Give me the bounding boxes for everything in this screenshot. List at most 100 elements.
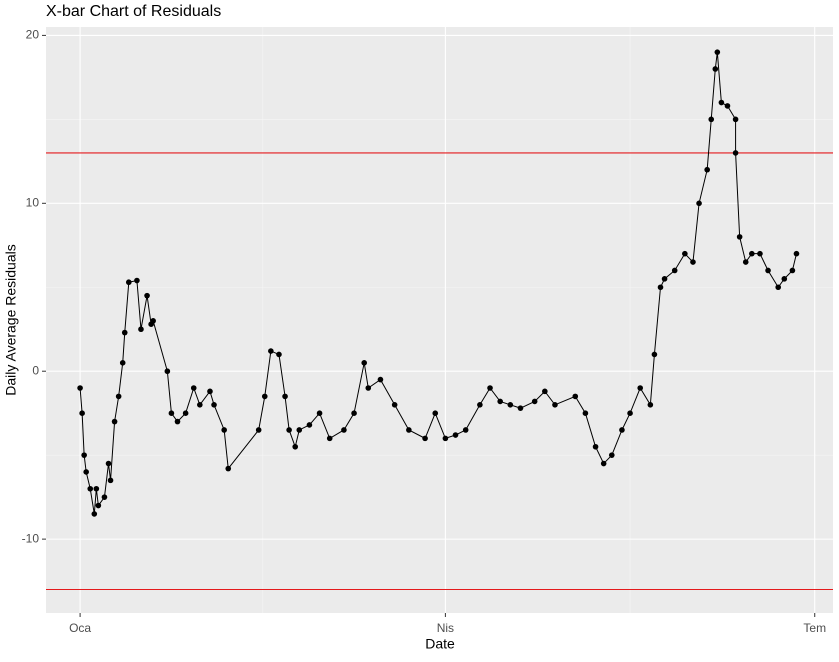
data-point	[647, 401, 654, 408]
data-point	[221, 427, 227, 433]
data-point	[134, 277, 140, 284]
data-point	[671, 267, 678, 274]
data-point	[718, 99, 725, 106]
data-point	[608, 452, 615, 458]
data-point	[789, 267, 796, 274]
data-point	[619, 427, 625, 433]
data-point	[592, 443, 599, 450]
y-axis-label: Daily Average Residuals	[3, 244, 19, 396]
data-point	[732, 150, 739, 156]
data-point	[144, 292, 150, 299]
panel	[46, 27, 833, 613]
data-point	[326, 435, 333, 442]
data-point	[572, 393, 579, 400]
data-point	[316, 410, 323, 416]
data-point	[365, 385, 372, 391]
data-point	[111, 418, 118, 425]
data-point	[91, 511, 98, 517]
data-point	[377, 376, 384, 383]
data-point	[724, 103, 731, 109]
data-point	[83, 469, 89, 475]
data-point	[174, 418, 181, 425]
data-point	[627, 410, 633, 416]
data-point	[696, 200, 702, 207]
data-point	[651, 351, 658, 358]
data-point	[361, 360, 368, 366]
data-point	[757, 250, 763, 257]
data-point	[517, 405, 524, 411]
data-point	[268, 348, 274, 354]
data-point	[497, 398, 503, 405]
data-point	[704, 166, 710, 173]
data-point	[732, 116, 739, 123]
data-point	[657, 284, 664, 291]
data-point	[95, 502, 102, 509]
data-point	[422, 435, 428, 442]
data-point	[351, 410, 357, 416]
data-point	[164, 368, 171, 375]
data-point	[531, 398, 538, 405]
data-point	[93, 485, 100, 492]
chart-title: X-bar Chart of Residuals	[46, 3, 221, 20]
data-point	[138, 326, 144, 333]
data-point	[286, 427, 292, 433]
data-point	[182, 410, 189, 416]
data-point	[477, 401, 483, 408]
data-point	[81, 452, 87, 458]
data-point	[207, 388, 213, 395]
data-point	[292, 443, 299, 450]
data-point	[121, 329, 128, 336]
data-point	[507, 401, 514, 408]
y-tick-label: 20	[26, 28, 40, 42]
data-point	[77, 385, 83, 391]
data-point	[101, 494, 108, 500]
x-tick-label: Tem	[803, 621, 826, 635]
y-tick-label: -10	[22, 531, 40, 545]
data-point	[225, 465, 232, 472]
data-point	[736, 234, 743, 240]
data-point	[637, 385, 644, 391]
data-point	[211, 401, 217, 408]
data-point	[306, 422, 313, 428]
x-axis-label: Date	[425, 636, 455, 652]
y-tick-label: 0	[32, 363, 39, 377]
data-point	[125, 279, 132, 286]
data-point	[406, 427, 412, 433]
data-point	[119, 360, 126, 366]
data-point	[600, 460, 607, 467]
data-point	[432, 410, 439, 416]
data-point	[115, 393, 122, 400]
data-point	[150, 318, 156, 324]
x-tick-label: Oca	[69, 621, 91, 635]
data-point	[781, 276, 788, 282]
y-tick-label: 10	[26, 195, 40, 209]
data-point	[87, 485, 94, 492]
data-point	[282, 393, 288, 400]
x-tick-label: Nis	[437, 621, 454, 635]
data-point	[107, 477, 114, 484]
data-point	[296, 427, 303, 433]
data-point	[487, 385, 493, 391]
data-point	[690, 259, 696, 265]
data-point	[765, 267, 771, 274]
data-point	[168, 410, 175, 416]
data-point	[190, 385, 197, 391]
data-point	[261, 393, 268, 400]
data-point	[105, 460, 112, 467]
data-point	[775, 284, 782, 291]
data-point	[276, 351, 282, 358]
data-point	[79, 410, 85, 416]
data-point	[708, 116, 715, 123]
data-point	[452, 432, 459, 438]
data-point	[442, 435, 449, 442]
data-point	[462, 427, 469, 433]
data-point	[661, 276, 668, 282]
data-point	[552, 401, 558, 408]
data-point	[197, 401, 203, 408]
data-point	[682, 250, 688, 257]
data-point	[749, 250, 755, 257]
data-point	[582, 410, 589, 416]
data-point	[793, 250, 800, 257]
data-point	[712, 66, 719, 72]
